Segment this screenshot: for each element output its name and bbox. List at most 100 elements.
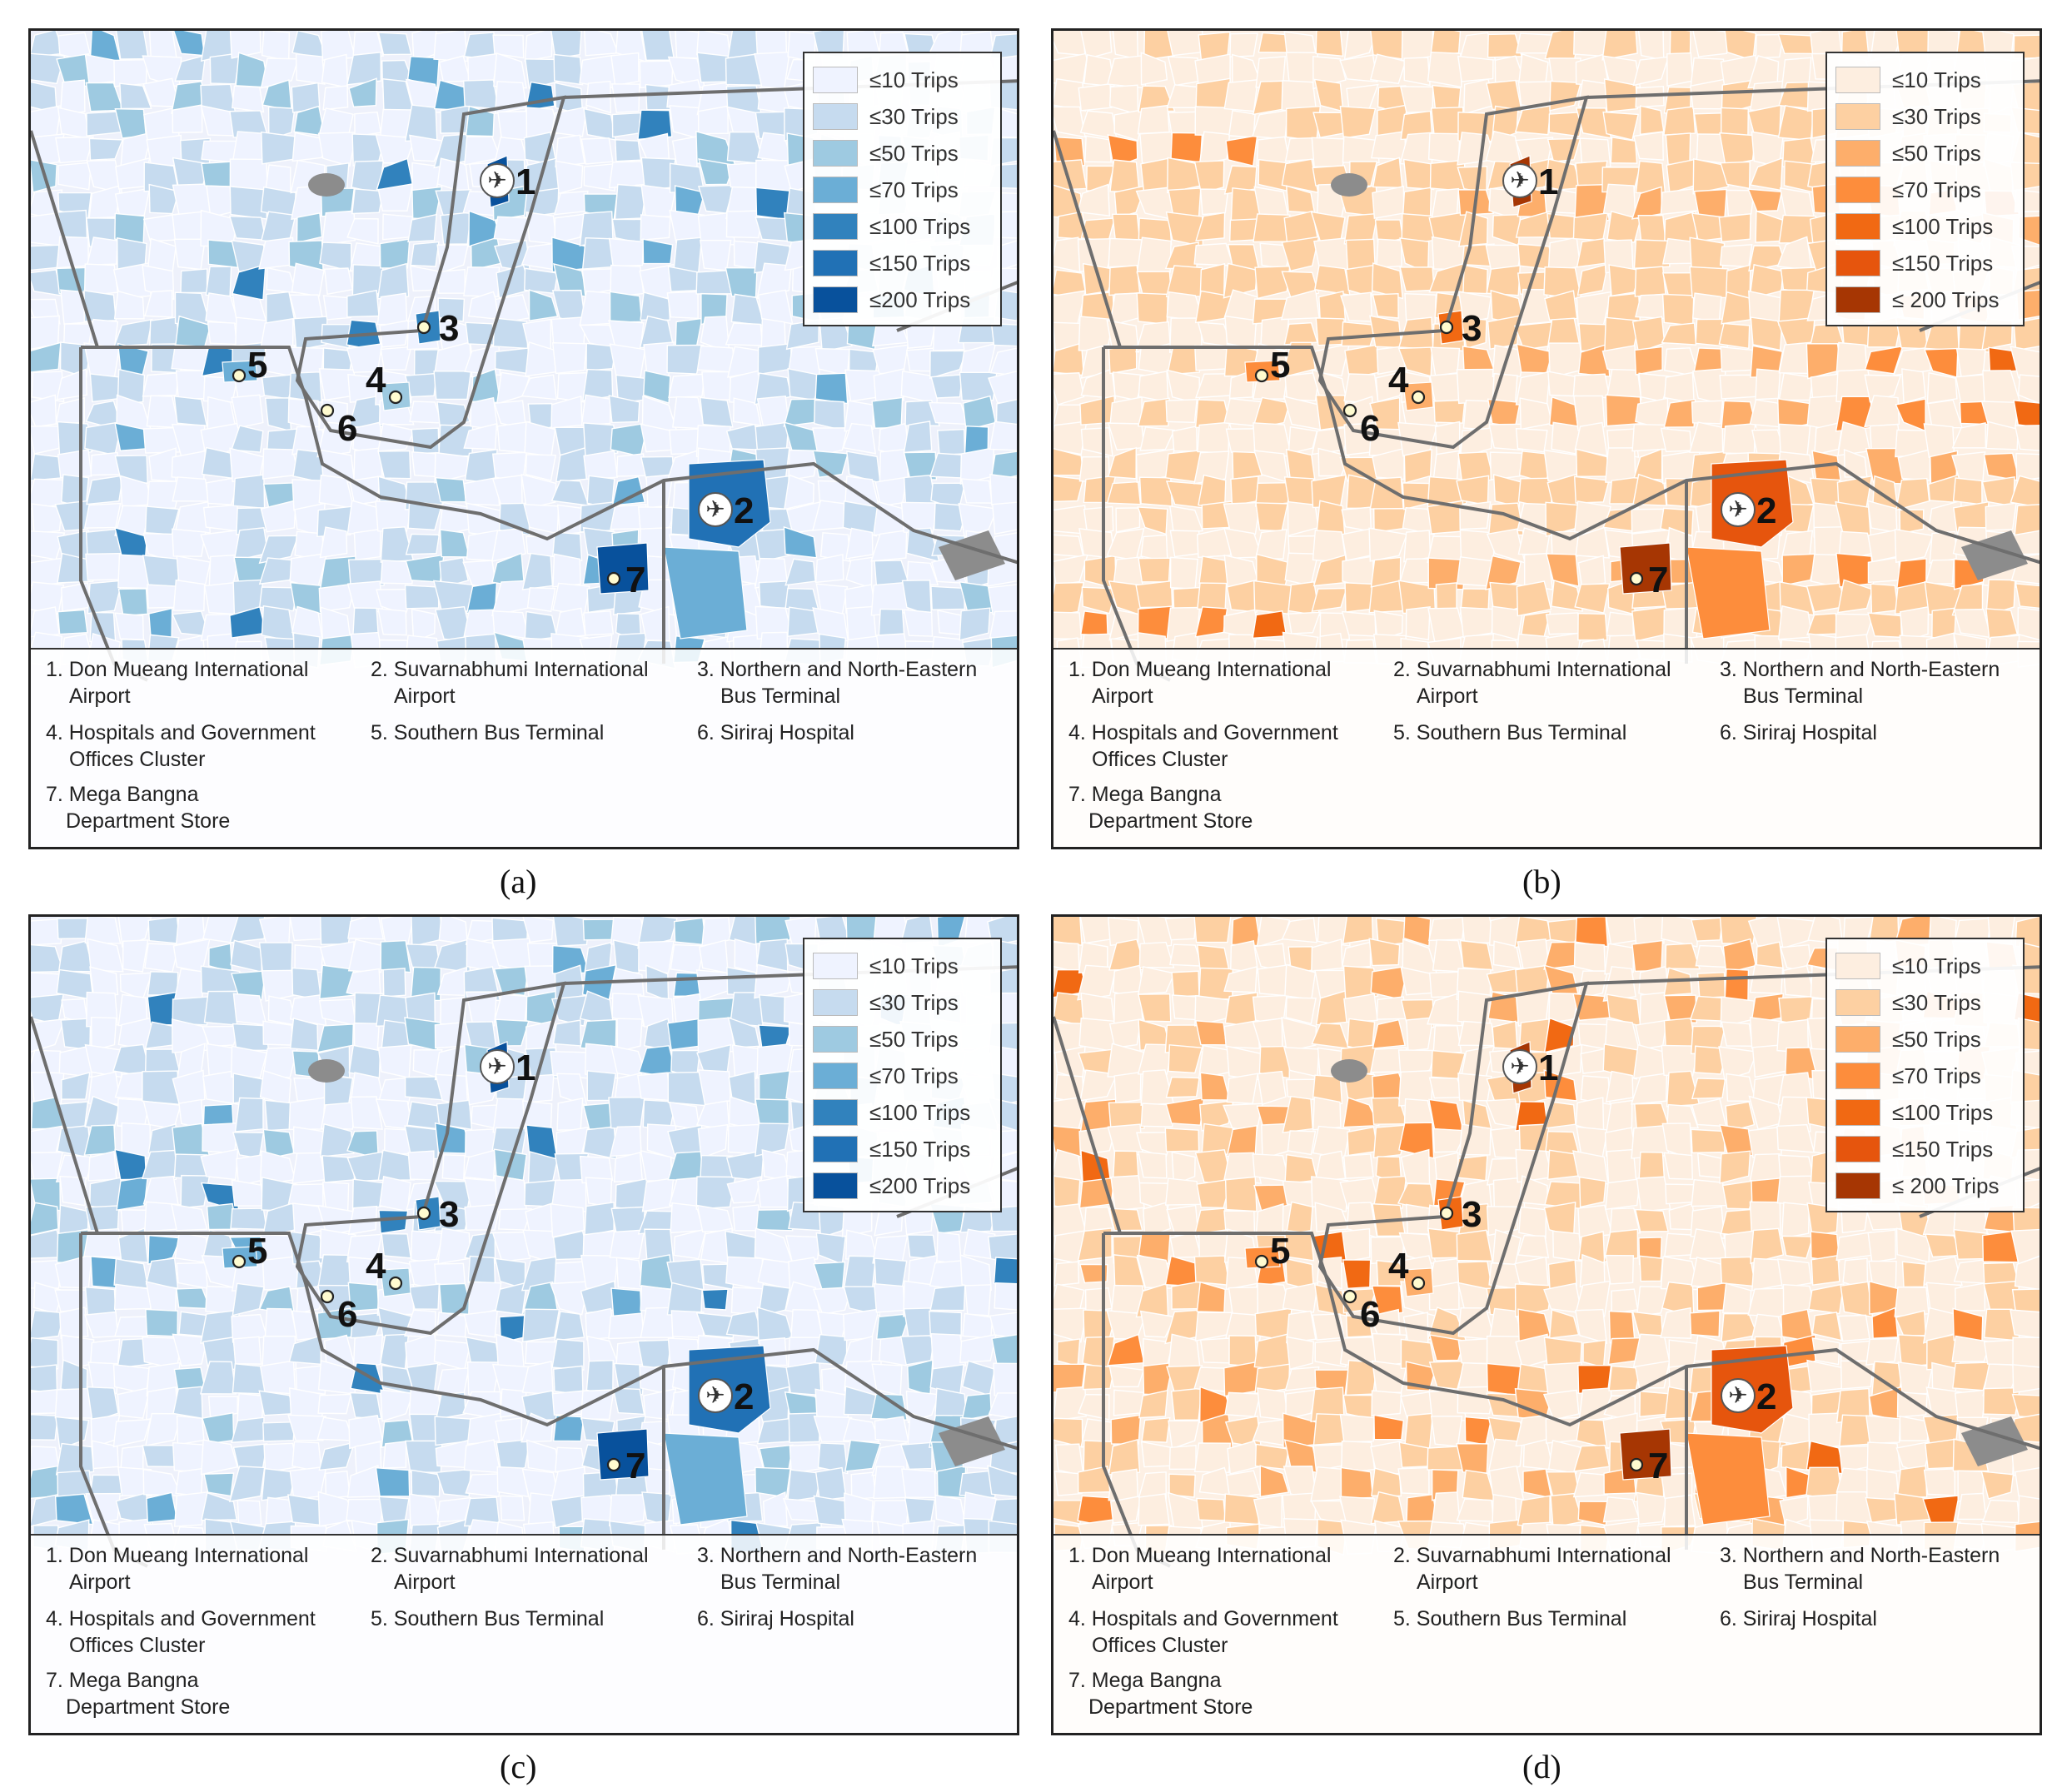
district-polygon bbox=[987, 1465, 1017, 1498]
district-polygon bbox=[1372, 1018, 1406, 1049]
district-polygon bbox=[229, 186, 268, 220]
district-polygon bbox=[1285, 1388, 1320, 1421]
district-polygon bbox=[1137, 397, 1170, 427]
district-polygon bbox=[610, 1287, 643, 1318]
district-polygon bbox=[1375, 370, 1408, 403]
district-polygon bbox=[726, 162, 761, 189]
location-key-line: 5. Southern Bus Terminal bbox=[1393, 721, 1627, 744]
district-polygon bbox=[666, 1258, 705, 1291]
district-polygon bbox=[234, 1097, 264, 1132]
district-polygon bbox=[1171, 1151, 1196, 1186]
district-polygon bbox=[1573, 395, 1606, 431]
district-polygon bbox=[1575, 107, 1612, 139]
location-number-3: 3 bbox=[439, 1194, 459, 1235]
district-polygon bbox=[1611, 1288, 1639, 1315]
district-polygon bbox=[1462, 264, 1488, 295]
district-polygon bbox=[1925, 559, 1955, 585]
district-polygon bbox=[612, 1387, 645, 1416]
district-polygon bbox=[237, 1499, 262, 1526]
district-polygon bbox=[1543, 1069, 1578, 1102]
district-polygon bbox=[31, 341, 62, 373]
district-polygon bbox=[610, 52, 640, 87]
province-boundary-line bbox=[1053, 1016, 1122, 1234]
district-polygon bbox=[906, 1234, 938, 1261]
district-polygon bbox=[1634, 1360, 1671, 1389]
district-polygon bbox=[1079, 610, 1108, 636]
legend-label: ≤100 Trips bbox=[869, 1099, 971, 1125]
district-polygon bbox=[289, 1018, 319, 1052]
district-polygon bbox=[31, 1259, 62, 1289]
district-polygon bbox=[755, 1122, 790, 1157]
district-polygon bbox=[493, 52, 527, 89]
district-polygon bbox=[2017, 374, 2040, 405]
district-polygon bbox=[261, 969, 297, 1002]
district-polygon bbox=[552, 1415, 585, 1442]
district-polygon bbox=[2014, 1256, 2040, 1291]
district-polygon bbox=[1810, 1231, 1840, 1263]
district-polygon bbox=[814, 372, 849, 405]
airplane-icon: ✈ bbox=[705, 1382, 725, 1408]
district-polygon bbox=[352, 1334, 384, 1371]
district-polygon bbox=[1257, 1070, 1287, 1106]
map-panel-c: ✈ 1 ✈ 2 3 4 5 6 7 ≤10 Trips ≤30 Trips ≤50 Trips ≤70… bbox=[28, 914, 1019, 1735]
district-polygon bbox=[873, 1282, 905, 1313]
district-polygon bbox=[725, 210, 765, 239]
district-polygon bbox=[755, 1208, 794, 1232]
location-number-7: 7 bbox=[1648, 560, 1668, 600]
district-polygon bbox=[697, 1123, 729, 1159]
district-polygon bbox=[1517, 1234, 1550, 1259]
district-polygon bbox=[1663, 1494, 1696, 1527]
district-polygon bbox=[230, 263, 266, 301]
district-polygon bbox=[1636, 1286, 1670, 1317]
district-polygon bbox=[262, 1421, 296, 1442]
district-polygon bbox=[382, 968, 406, 998]
district-polygon bbox=[1573, 475, 1610, 504]
district-polygon bbox=[1164, 1127, 1200, 1152]
location-key-line: Airport bbox=[1092, 1570, 1153, 1594]
district-polygon bbox=[555, 160, 584, 195]
district-polygon bbox=[1371, 262, 1404, 300]
location-dot bbox=[320, 403, 335, 418]
district-polygon bbox=[758, 580, 790, 610]
city-core-boundary bbox=[1317, 981, 1589, 1336]
district-polygon bbox=[1635, 293, 1667, 320]
district-polygon bbox=[411, 608, 436, 643]
district-polygon bbox=[1138, 1493, 1170, 1526]
district-polygon bbox=[1164, 917, 1198, 941]
district-polygon bbox=[814, 554, 844, 584]
district-polygon bbox=[1138, 1389, 1168, 1419]
hotspot-districts bbox=[1244, 1041, 1794, 1526]
district-polygon bbox=[1430, 1416, 1463, 1447]
district-polygon bbox=[1432, 1024, 1462, 1054]
district-polygon bbox=[230, 1045, 268, 1078]
district-polygon bbox=[1639, 1255, 1664, 1282]
district-polygon bbox=[1252, 396, 1291, 430]
legend-label: ≤70 Trips bbox=[1892, 177, 1981, 202]
district-polygon bbox=[637, 109, 673, 141]
legend-swatch bbox=[1835, 250, 1880, 276]
location-key-line: Airport bbox=[1417, 1570, 1478, 1594]
district-polygon bbox=[1661, 917, 1700, 948]
district-polygon bbox=[1609, 1207, 1641, 1236]
district-polygon bbox=[608, 395, 640, 424]
district-polygon bbox=[145, 1412, 182, 1446]
district-polygon bbox=[229, 31, 261, 59]
district-polygon bbox=[1660, 1307, 1692, 1339]
district-polygon bbox=[1721, 1179, 1758, 1210]
district-polygon bbox=[1457, 1337, 1492, 1365]
legend-row: ≤200 Trips bbox=[813, 281, 992, 318]
district-polygon bbox=[1663, 994, 1697, 1023]
legend-swatch bbox=[1835, 140, 1880, 167]
district-polygon bbox=[206, 1202, 238, 1231]
location-key-line: 5. Southern Bus Terminal bbox=[1393, 1607, 1627, 1630]
district-polygon bbox=[1427, 132, 1461, 164]
district-polygon bbox=[379, 238, 411, 269]
district-polygon bbox=[1579, 137, 1611, 168]
district-polygon bbox=[1985, 579, 2016, 617]
district-polygon bbox=[288, 1097, 326, 1131]
district-polygon bbox=[231, 425, 264, 453]
district-polygon bbox=[1487, 33, 1523, 58]
district-polygon bbox=[1231, 917, 1262, 947]
legend-label: ≤200 Trips bbox=[869, 1172, 971, 1198]
location-dot bbox=[416, 320, 431, 335]
